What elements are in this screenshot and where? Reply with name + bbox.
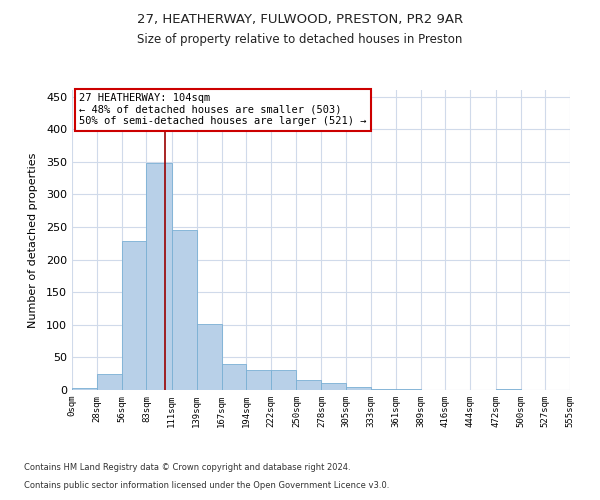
Bar xyxy=(222,364,246,390)
Text: 27, HEATHERWAY, FULWOOD, PRESTON, PR2 9AR: 27, HEATHERWAY, FULWOOD, PRESTON, PR2 9A… xyxy=(137,12,463,26)
Bar xyxy=(122,242,146,390)
Bar xyxy=(271,370,296,390)
Text: Contains HM Land Registry data © Crown copyright and database right 2024.: Contains HM Land Registry data © Crown c… xyxy=(24,464,350,472)
Text: Contains public sector information licensed under the Open Government Licence v3: Contains public sector information licen… xyxy=(24,481,389,490)
Bar xyxy=(97,374,122,390)
Bar xyxy=(246,370,271,390)
Bar xyxy=(296,380,322,390)
Bar xyxy=(72,388,97,390)
Bar xyxy=(197,324,222,390)
Bar xyxy=(346,386,371,390)
Text: Size of property relative to detached houses in Preston: Size of property relative to detached ho… xyxy=(137,32,463,46)
Bar xyxy=(146,163,172,390)
Bar xyxy=(322,384,346,390)
Bar xyxy=(172,230,197,390)
Y-axis label: Number of detached properties: Number of detached properties xyxy=(28,152,38,328)
Text: 27 HEATHERWAY: 104sqm
← 48% of detached houses are smaller (503)
50% of semi-det: 27 HEATHERWAY: 104sqm ← 48% of detached … xyxy=(79,94,367,126)
